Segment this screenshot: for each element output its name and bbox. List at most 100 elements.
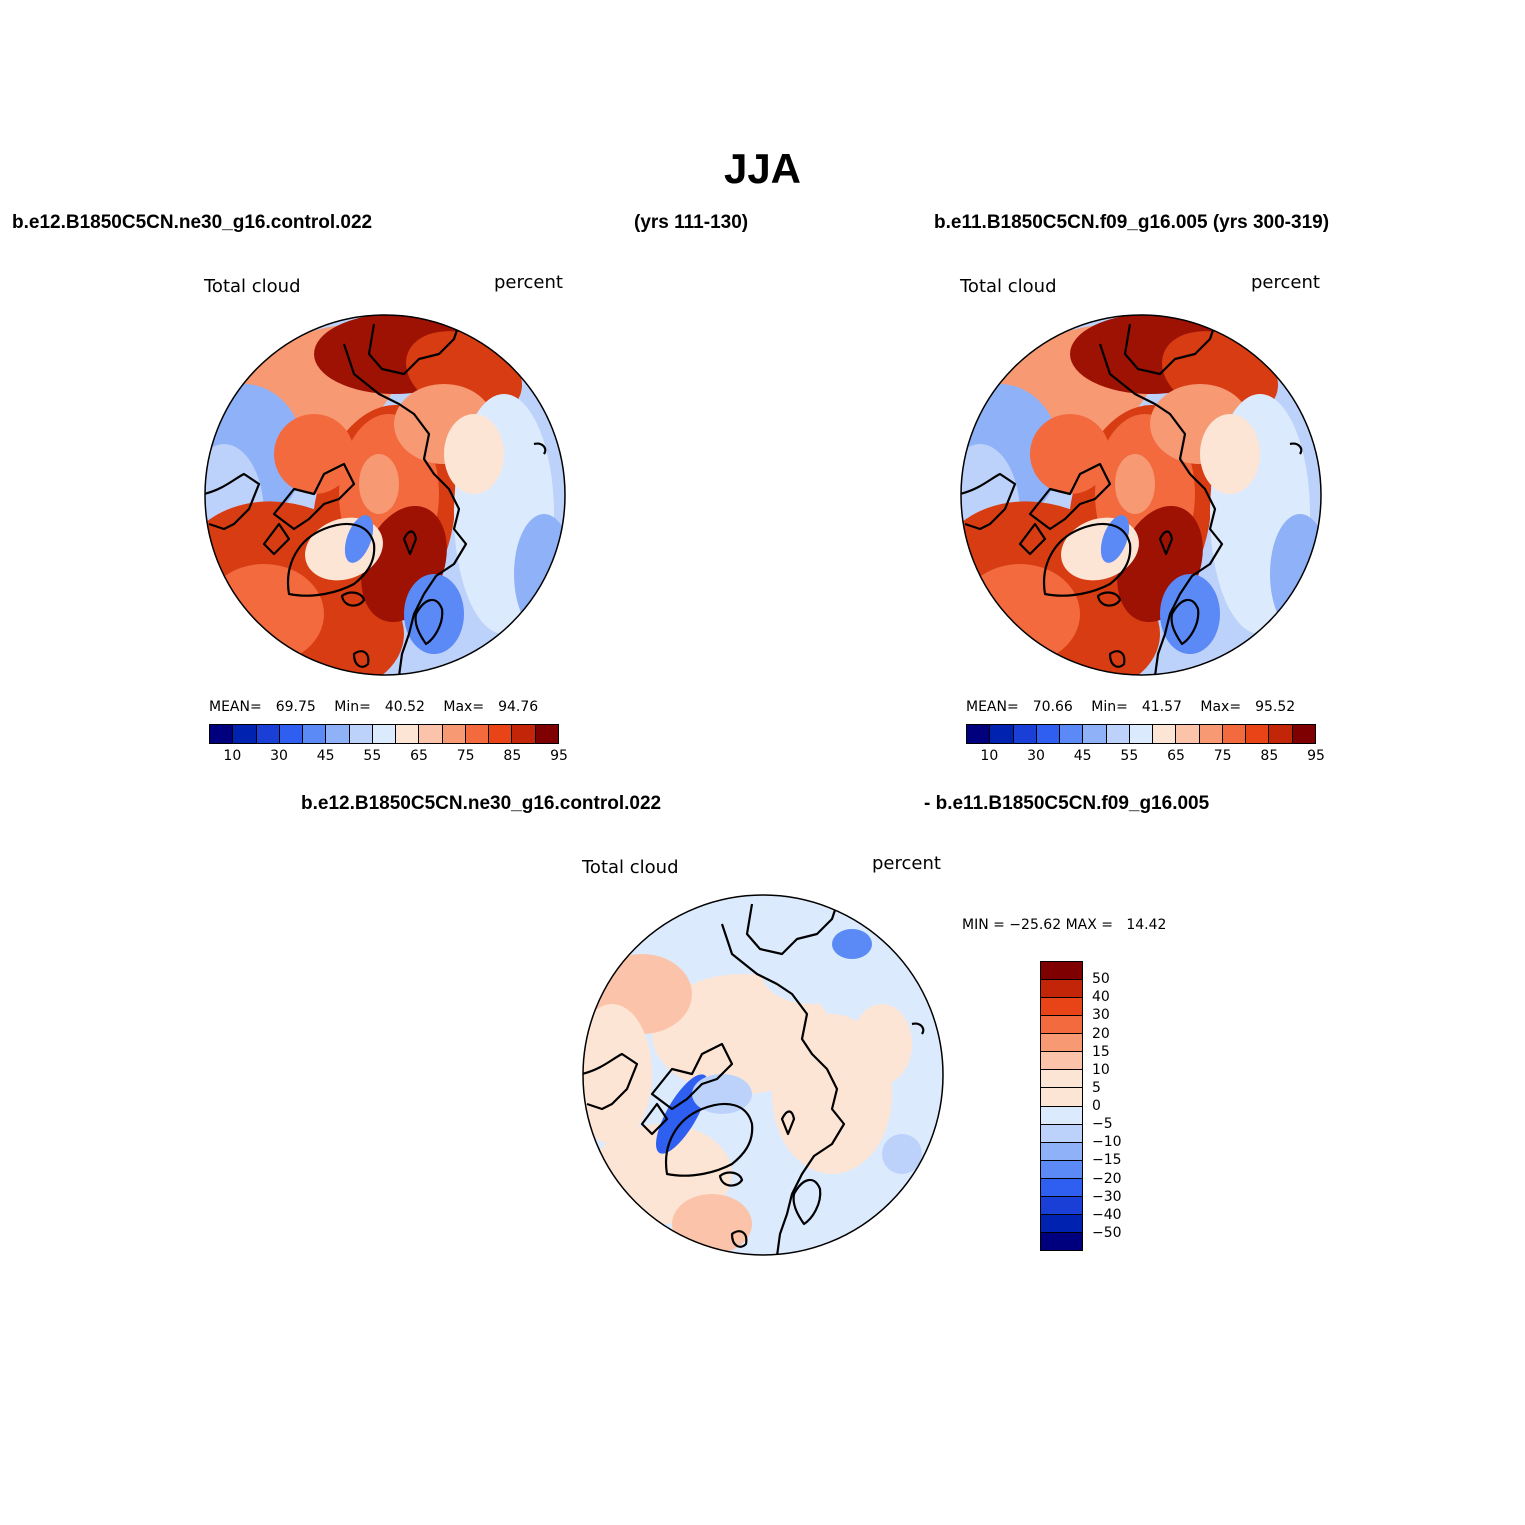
colorbar-swatch bbox=[1292, 725, 1315, 743]
cloud-field-region bbox=[672, 1194, 752, 1254]
colorbar-swatch bbox=[1199, 725, 1223, 743]
colorbar-swatch bbox=[419, 725, 443, 743]
coastline bbox=[1123, 323, 1217, 376]
top-right-min-label: Min= bbox=[1091, 699, 1128, 715]
coastline bbox=[272, 462, 356, 531]
colorbar-tick-label: 15 bbox=[1092, 1043, 1110, 1060]
top-left-mean-value: 69.75 bbox=[275, 699, 316, 715]
colorbar-swatch bbox=[279, 725, 304, 743]
colorbar-tick-label: −40 bbox=[1092, 1206, 1122, 1223]
coastline bbox=[650, 1042, 734, 1111]
colorbar-swatch bbox=[1041, 962, 1082, 981]
cloud-field-region bbox=[359, 454, 399, 514]
colorbar-swatch bbox=[372, 725, 397, 743]
colorbar-swatch bbox=[512, 725, 536, 743]
colorbar-swatch bbox=[1041, 1142, 1082, 1161]
cloud-field-region bbox=[1115, 454, 1155, 514]
colorbar-swatch bbox=[210, 725, 234, 743]
coastline bbox=[1018, 522, 1047, 556]
top-right-variable-label: Total cloud bbox=[960, 276, 1057, 297]
top-right-max-label: Max= bbox=[1200, 699, 1242, 715]
colorbar-tick-label: 0 bbox=[1092, 1098, 1101, 1114]
coastline bbox=[342, 343, 468, 675]
coastline bbox=[340, 591, 366, 607]
top-right-units-label: percent bbox=[1251, 272, 1320, 293]
colorbar-swatch bbox=[326, 725, 350, 743]
coastline-group bbox=[961, 323, 1303, 675]
coastline bbox=[1158, 530, 1174, 556]
colorbar-swatch bbox=[1041, 1070, 1082, 1089]
colorbar-tick-label: 45 bbox=[316, 748, 335, 764]
coastline bbox=[780, 1110, 796, 1136]
coastline bbox=[1170, 598, 1200, 646]
top-left-max-value: 94.76 bbox=[498, 699, 539, 715]
map-boundary-circle bbox=[204, 314, 566, 676]
colorbar-swatch bbox=[990, 725, 1014, 743]
coastline bbox=[402, 530, 418, 556]
cloud-field-region bbox=[1200, 414, 1260, 494]
cloud-field-region bbox=[274, 414, 354, 494]
colorbar-swatch bbox=[1176, 725, 1200, 743]
colorbar-swatch bbox=[1013, 725, 1037, 743]
colorbar-swatch bbox=[1041, 1088, 1082, 1107]
top-right-case-name: b.e11.B1850C5CN.f09_g16.005 (yrs 300-319… bbox=[934, 212, 1330, 233]
colorbar-swatch bbox=[1041, 1016, 1082, 1035]
cloud-field-region bbox=[1270, 514, 1321, 634]
colorbar-tick-label: 55 bbox=[1120, 748, 1139, 764]
coastline bbox=[718, 1171, 744, 1187]
top-right-colorbar-ticks: 10 30 45 55 65 75 85 95 bbox=[966, 748, 1325, 768]
colorbar-tick-label: 95 bbox=[1307, 748, 1325, 764]
colorbar-tick-label: 85 bbox=[1260, 748, 1279, 764]
colorbar-swatch bbox=[1060, 725, 1084, 743]
colorbar-swatch bbox=[1246, 725, 1270, 743]
difference-units-label: percent bbox=[872, 853, 941, 874]
coastline bbox=[1028, 462, 1112, 531]
colorbar-tick-label: 10 bbox=[223, 748, 242, 764]
coastline bbox=[664, 1102, 754, 1177]
colorbar-swatch bbox=[1106, 725, 1130, 743]
colorbar-swatch bbox=[1222, 725, 1247, 743]
colorbar-swatch bbox=[1041, 1178, 1082, 1197]
top-left-colorbar bbox=[209, 724, 559, 744]
colorbar-swatch bbox=[1041, 1034, 1082, 1053]
colorbar-tick-label: 75 bbox=[456, 748, 475, 764]
coastline bbox=[205, 472, 261, 531]
cloud-field-region bbox=[1100, 515, 1130, 563]
colorbar-tick-label: −10 bbox=[1092, 1134, 1122, 1151]
colorbar-tick-label: 85 bbox=[503, 748, 522, 764]
colorbar-swatch bbox=[303, 725, 327, 743]
colorbar-swatch bbox=[1041, 1160, 1082, 1179]
top-left-stats: MEAN= 69.75 Min= 40.52 Max= 94.76 bbox=[209, 699, 538, 715]
colorbar-tick-label: 30 bbox=[1027, 748, 1045, 764]
coastline-group bbox=[205, 323, 547, 675]
colorbar-swatch bbox=[1036, 725, 1061, 743]
coastline bbox=[640, 1102, 669, 1136]
colorbar-tick-label: 95 bbox=[550, 748, 568, 764]
colorbar-tick-label: −30 bbox=[1092, 1188, 1122, 1205]
colorbar-tick-label: −20 bbox=[1092, 1170, 1122, 1187]
cloud-field-region bbox=[1030, 414, 1110, 494]
colorbar-swatch bbox=[1083, 725, 1107, 743]
difference-colorbar-ticks: 50 40 30 20 15 10 5 0 −5 −10 −15 −20 −30 −40 −50 bbox=[1088, 961, 1148, 1251]
colorbar-tick-label: 10 bbox=[980, 748, 999, 764]
coastline bbox=[730, 1230, 748, 1248]
map-fill-group bbox=[205, 315, 565, 675]
colorbar-swatch bbox=[256, 725, 280, 743]
figure-title: JJA bbox=[723, 145, 802, 192]
cloud-field-region bbox=[444, 414, 504, 494]
cloud-field-region bbox=[514, 514, 565, 634]
colorbar-swatch bbox=[1041, 1232, 1082, 1250]
difference-minmax: MIN = −25.62 MAX = 14.42 bbox=[962, 917, 1167, 933]
colorbar-swatch bbox=[1041, 1106, 1082, 1125]
top-left-case-name: b.e12.B1850C5CN.ne30_g16.control.022 bbox=[12, 212, 373, 233]
top-left-max-label: Max= bbox=[443, 699, 485, 715]
cloud-field-region bbox=[205, 564, 324, 664]
coastline bbox=[1042, 522, 1132, 597]
colorbar-swatch bbox=[535, 725, 558, 743]
cloud-field-region bbox=[692, 1074, 752, 1114]
colorbar-tick-label: 20 bbox=[1092, 1025, 1110, 1042]
top-right-colorbar bbox=[966, 724, 1316, 744]
map-fill-group bbox=[961, 315, 1321, 675]
colorbar-swatch bbox=[349, 725, 373, 743]
coastline-group bbox=[583, 903, 925, 1255]
